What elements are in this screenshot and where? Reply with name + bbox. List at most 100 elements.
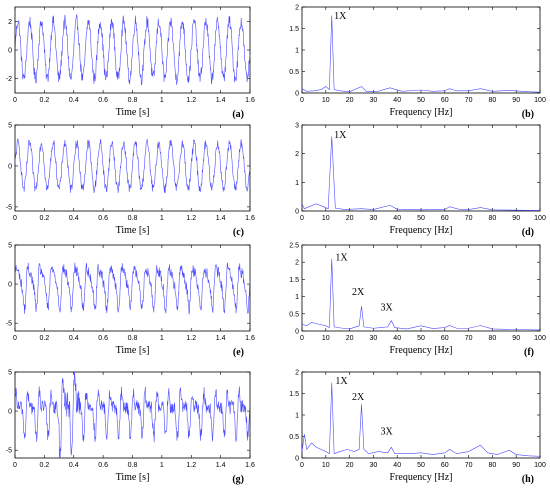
x-tick-label-g: 1 xyxy=(160,462,164,469)
x-tick-label-b: 0 xyxy=(300,97,304,104)
x-tick-label-d: 10 xyxy=(322,215,330,222)
x-tick-label-h: 80 xyxy=(489,462,497,469)
x-tick-label-g: 1.2 xyxy=(186,462,196,469)
x-tick-label-f: 80 xyxy=(489,335,497,342)
x-axis-label-a: Time [s] xyxy=(116,107,150,118)
y-tick-label-b: 2 xyxy=(295,5,299,12)
x-tick-label-f: 20 xyxy=(346,335,354,342)
x-tick-label-c: 0.4 xyxy=(69,215,79,222)
series-line-e xyxy=(14,262,251,315)
series-line-b xyxy=(301,15,541,93)
y-tick-label-d: 3 xyxy=(295,123,299,130)
x-tick-label-e: 0.6 xyxy=(98,335,108,342)
x-tick-label-e: 0.2 xyxy=(40,335,50,342)
panel-b: 0 10 20 30 40 50 60 70 80 90 100 0 0.5 1 1.5 2 Frequency… xyxy=(289,5,546,121)
x-tick-label-h: 60 xyxy=(441,462,449,469)
x-tick-label-f: 30 xyxy=(370,335,378,342)
annotation-1x: 1X xyxy=(335,376,348,387)
y-tick-label-c: 0 xyxy=(8,163,12,170)
y-tick-label-b: 1.5 xyxy=(289,26,299,33)
x-tick-label-h: 10 xyxy=(322,462,330,469)
y-tick-label-f: 0.5 xyxy=(289,311,299,318)
y-tick-label-d: 2 xyxy=(295,151,299,158)
x-tick-label-h: 100 xyxy=(534,462,546,469)
x-tick-label-b: 80 xyxy=(489,97,497,104)
series-line-d xyxy=(301,136,541,211)
y-tick-label-h: 1 xyxy=(295,413,299,420)
panel-a: 0 0.2 0.4 0.6 0.8 1 1.2 1.4 1.6 -2 0 2 Time [s] (a) xyxy=(6,6,255,120)
x-axis-label-b: Frequency [Hz] xyxy=(389,107,452,118)
x-tick-label-h: 30 xyxy=(370,462,378,469)
x-tick-label-g: 1.6 xyxy=(245,462,255,469)
x-tick-label-f: 100 xyxy=(534,335,546,342)
x-tick-label-f: 50 xyxy=(417,335,425,342)
x-tick-label-b: 30 xyxy=(370,97,378,104)
x-tick-label-a: 0.4 xyxy=(69,97,79,104)
x-axis-label-f: Frequency [Hz] xyxy=(389,345,452,356)
panel-label-f: (f) xyxy=(524,347,534,358)
x-tick-label-f: 70 xyxy=(465,335,473,342)
x-tick-label-d: 70 xyxy=(465,215,473,222)
x-tick-label-g: 0.8 xyxy=(128,462,138,469)
y-tick-label-e: 0 xyxy=(8,282,12,289)
x-tick-label-c: 0.6 xyxy=(98,215,108,222)
y-tick-label-a: -2 xyxy=(6,76,12,83)
x-tick-label-c: 1.4 xyxy=(216,215,226,222)
x-tick-label-c: 1.6 xyxy=(245,215,255,222)
x-axis-label-d: Frequency [Hz] xyxy=(389,225,452,236)
x-tick-label-a: 0 xyxy=(13,97,17,104)
panel-label-g: (g) xyxy=(232,474,244,485)
x-tick-label-a: 1.2 xyxy=(186,97,196,104)
x-tick-label-b: 50 xyxy=(417,97,425,104)
x-tick-label-b: 100 xyxy=(534,97,546,104)
x-tick-label-e: 1.2 xyxy=(186,335,196,342)
y-tick-label-a: 0 xyxy=(8,48,12,55)
y-tick-label-h: 0 xyxy=(295,456,299,463)
y-tick-label-f: 1.5 xyxy=(289,277,299,284)
x-tick-label-e: 1 xyxy=(160,335,164,342)
x-tick-label-d: 50 xyxy=(417,215,425,222)
x-tick-label-a: 0.2 xyxy=(40,97,50,104)
panel-label-a: (a) xyxy=(232,109,244,120)
x-tick-label-h: 70 xyxy=(465,462,473,469)
annotation-2x: 2X xyxy=(352,287,365,298)
x-tick-label-e: 0.4 xyxy=(69,335,79,342)
annotation-1x: 1X xyxy=(334,130,347,141)
series-line-c xyxy=(14,138,251,194)
x-tick-label-c: 0.8 xyxy=(128,215,138,222)
x-tick-label-g: 0.2 xyxy=(40,462,50,469)
x-tick-label-b: 60 xyxy=(441,97,449,104)
x-tick-label-b: 10 xyxy=(322,97,330,104)
y-tick-label-d: 1 xyxy=(295,180,299,187)
x-tick-label-a: 0.8 xyxy=(128,97,138,104)
x-tick-label-d: 90 xyxy=(512,215,520,222)
y-tick-label-c: 5 xyxy=(8,123,12,130)
plot-frame-g xyxy=(14,371,251,459)
x-tick-label-f: 60 xyxy=(441,335,449,342)
annotation-2x: 2X xyxy=(352,392,365,403)
x-tick-label-g: 0 xyxy=(13,462,17,469)
y-tick-label-e: 5 xyxy=(8,243,12,250)
x-tick-label-f: 40 xyxy=(393,335,401,342)
x-tick-label-d: 0 xyxy=(300,215,304,222)
x-tick-label-a: 1.4 xyxy=(216,97,226,104)
x-tick-label-f: 90 xyxy=(512,335,520,342)
x-tick-label-d: 30 xyxy=(370,215,378,222)
panel-label-b: (b) xyxy=(522,109,534,120)
series-line-f xyxy=(301,258,541,331)
x-tick-label-c: 0.2 xyxy=(40,215,50,222)
y-tick-label-b: 0 xyxy=(295,91,299,98)
annotation-3x: 3X xyxy=(381,302,394,313)
y-tick-label-b: 0.5 xyxy=(289,69,299,76)
x-axis-label-g: Time [s] xyxy=(116,472,150,483)
panel-label-e: (e) xyxy=(233,347,244,358)
x-tick-label-c: 1 xyxy=(160,215,164,222)
x-tick-label-b: 70 xyxy=(465,97,473,104)
series-line-g xyxy=(14,371,251,459)
panel-f: 0 10 20 30 40 50 60 70 80 90 100 0 0.5 1 1.5 2 2.5 Freque… xyxy=(289,243,546,359)
x-axis-label-h: Frequency [Hz] xyxy=(389,472,452,483)
y-tick-label-f: 2 xyxy=(295,260,299,267)
annotation-1x: 1X xyxy=(334,11,347,22)
